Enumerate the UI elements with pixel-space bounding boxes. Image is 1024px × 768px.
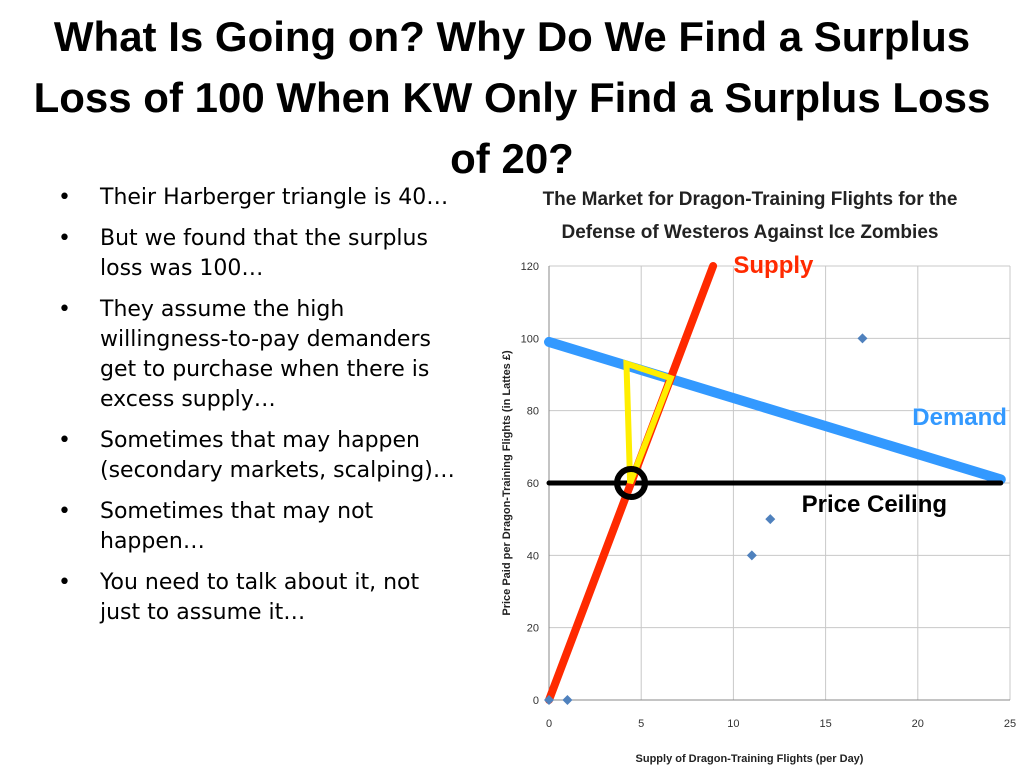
x-axis-title: Supply of Dragon-Training Flights (per D… [636,753,864,765]
bullet-marker: • [58,226,71,251]
price-ceiling-label: Price Ceiling [802,491,947,518]
slide-title: What Is Going on? Why Do We Find a Surpl… [33,13,991,182]
x-tick-label: 0 [546,718,552,730]
bullet-item: • But we found that the surplus loss was … [58,224,458,284]
bullet-item: • They assume the high willingness-to-pay… [58,295,458,415]
bullet-text: But we found that the surplus loss was 1… [100,226,428,281]
chart-title: The Market for Dragon-Training Flights f… [543,189,958,243]
bullet-item: • Sometimes that may happen (secondary ma… [58,426,458,486]
data-point [746,550,757,561]
y-tick-label: 100 [521,333,539,345]
data-point [765,514,776,525]
bullet-marker: • [58,499,71,524]
data-point [544,695,554,705]
supply-label: Supply [733,252,814,279]
bullet-marker: • [58,185,71,210]
bullet-text: They assume the high willingness-to-pay … [100,297,431,412]
y-tick-label: 40 [527,550,539,562]
y-tick-label: 60 [527,478,539,490]
x-tick-label: 5 [638,718,644,730]
y-axis-title: Price Paid per Dragon-Training Flights (… [501,350,513,616]
demand-label: Demand [912,404,1007,431]
chart-title-line: Defense of Westeros Against Ice Zombies [562,222,939,243]
chart-points [544,333,868,705]
bullet-marker: • [58,428,71,453]
x-tick-label: 15 [819,718,831,730]
chart-title-line: The Market for Dragon-Training Flights f… [543,189,958,210]
bullet-text: You need to talk about it, not just to a… [100,570,420,625]
intersection-circle [614,466,649,500]
bullet-item: • Their Harberger triangle is 40… [58,183,458,213]
bullet-text: Sometimes that may happen (secondary mar… [100,428,455,483]
bullet-marker: • [58,570,71,595]
y-tick-label: 0 [533,695,539,707]
chart-annotations: Supply Demand Price Ceiling [733,252,1007,519]
data-point [562,695,573,705]
y-tick-label: 20 [527,623,539,635]
bullet-text: Sometimes that may not happen… [100,499,374,554]
y-tick-label: 120 [521,261,539,273]
bullet-list: • Their Harberger triangle is 40… • But we … [58,183,458,639]
x-tick-label: 10 [727,718,739,730]
chart: The Market for Dragon-Training Flights f… [501,189,1016,765]
chart-series [544,262,1006,704]
chart-axis-titles: Supply of Dragon-Training Flights (per D… [501,350,864,765]
bullet-item: • Sometimes that may not happen… [58,497,458,557]
bullet-marker: • [58,297,71,322]
chart-ticks: 0 5 10 15 20 25 0 20 40 60 80 100 120 [521,261,1016,730]
x-tick-label: 20 [912,718,924,730]
bullet-item: • You need to talk about it, not just to … [58,568,458,628]
x-tick-label: 25 [1004,718,1016,730]
bullet-text: Their Harberger triangle is 40… [100,185,449,210]
surplus-triangle [623,359,675,485]
data-point [857,333,868,344]
y-tick-label: 80 [527,406,539,418]
